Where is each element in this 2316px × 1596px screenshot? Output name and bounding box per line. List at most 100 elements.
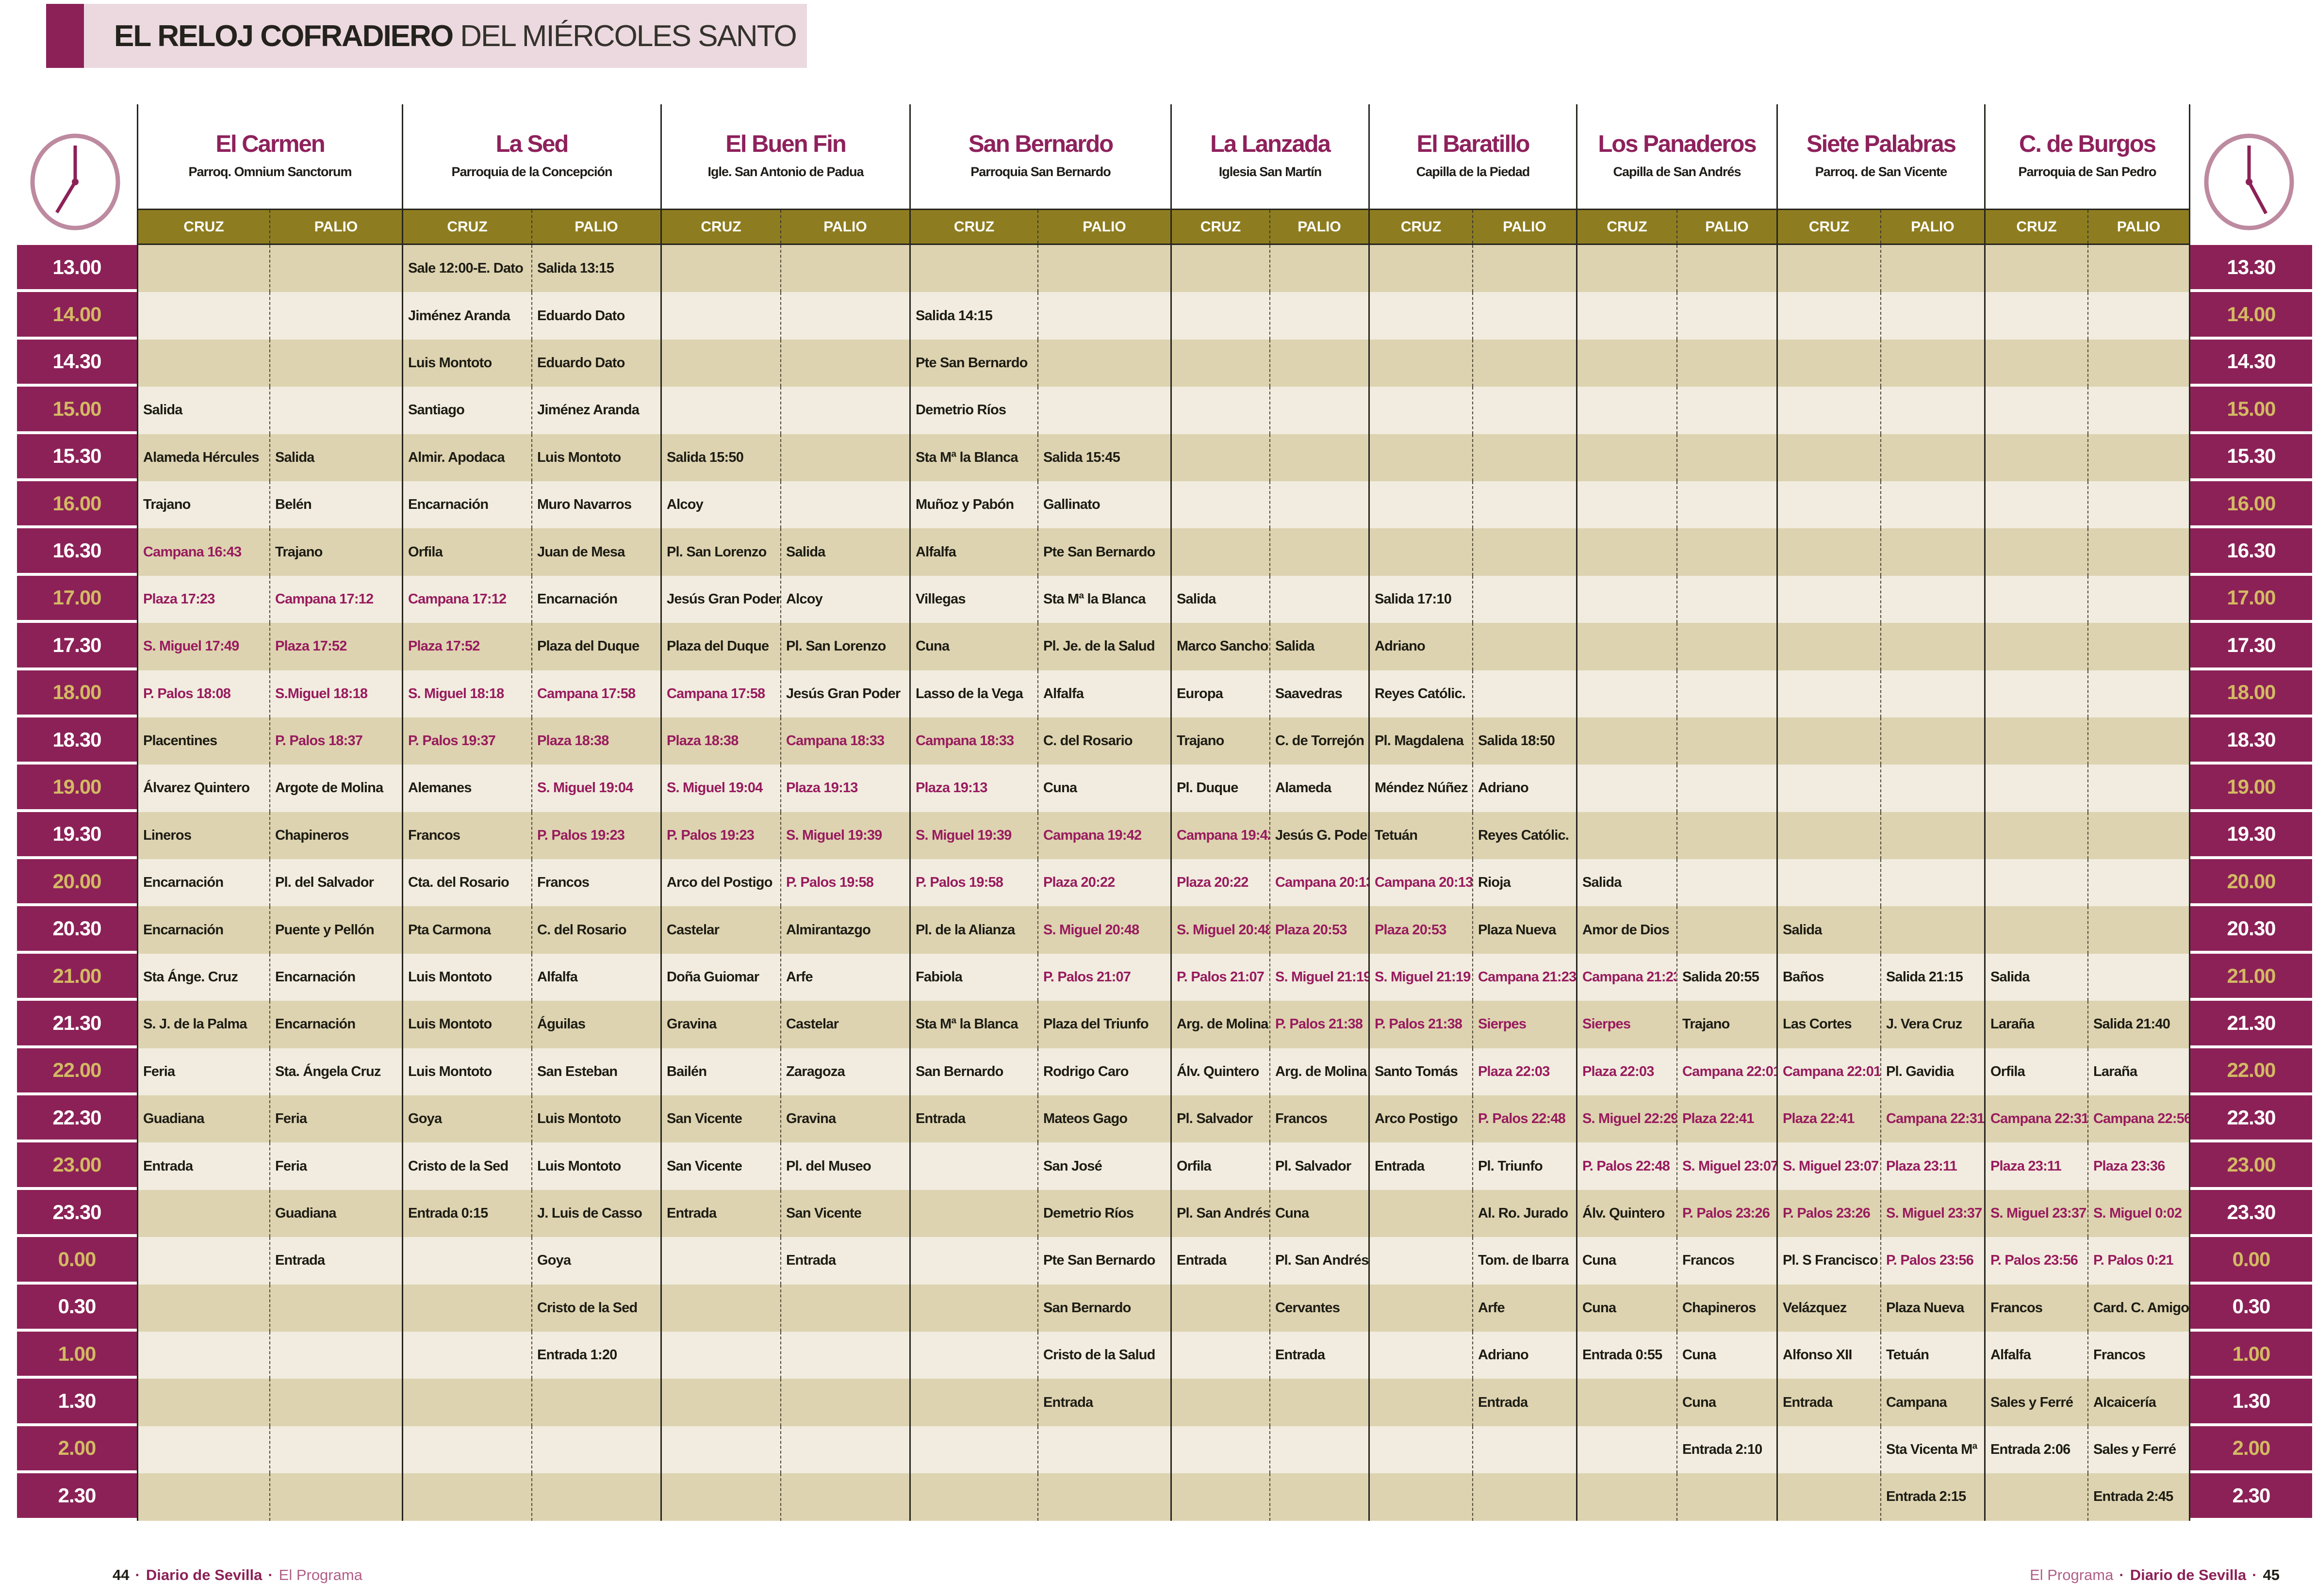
cofradia-name: El Carmen [215,131,325,157]
schedule-cell [1269,434,1368,481]
footer-right-page-number: 45 [2263,1566,2280,1583]
schedule-cell: Plaza del Triunfo [1037,1001,1170,1048]
schedule-cell: Salida 17:10 [1368,575,1472,623]
schedule-cell [1368,1473,1472,1521]
schedule-cell: San Bernardo [1037,1284,1170,1332]
schedule-cell [1576,623,1676,670]
schedule-cell [1776,245,1880,293]
schedule-cell: Arco Postigo [1368,1095,1472,1143]
schedule-cell: San Vicente [660,1095,780,1143]
schedule-cell: Plaza 23:11 [1880,1142,1984,1190]
schedule-cell [1984,859,2087,907]
schedule-cell [2087,292,2190,340]
schedule-cell [1676,528,1776,576]
schedule-cell: Arco del Postigo [660,859,780,907]
cofradia-parish: Parroq. Omnium Sanctorum [188,164,352,179]
schedule-cell: Tetuán [1880,1331,1984,1379]
schedule-cell: Entrada [137,1142,269,1190]
schedule-cell: Pl. Salvador [1170,1095,1269,1143]
schedule-cell [1170,434,1269,481]
schedule-cell [1472,292,1576,340]
schedule-cell: Alameda [1269,765,1368,812]
schedule-cell [1776,859,1880,907]
schedule-cell [1776,1473,1880,1521]
track-label-palio: PALIO [269,210,402,244]
schedule-cell: P. Palos 21:07 [1170,953,1269,1001]
schedule-cell [1676,765,1776,812]
schedule-cell: Juan de Mesa [531,528,660,576]
schedule-cell [1170,1473,1269,1521]
schedule-cell [1037,1426,1170,1474]
time-label-right: 19.30 [2190,812,2312,860]
schedule-cell: C. del Rosario [531,906,660,954]
schedule-cell: S. Miguel 23:37 [1880,1189,1984,1238]
time-label-left: 21.30 [17,1001,137,1048]
time-label-right: 1.30 [2190,1379,2312,1426]
page-title-bold: EL RELOJ COFRADIERO [114,19,454,53]
schedule-cell: Santo Tomás [1368,1048,1472,1096]
schedule-cell [1472,670,1576,717]
schedule-cell [137,245,269,293]
schedule-cell [1576,434,1676,481]
track-label-cruz: CRUZ [660,210,780,244]
time-label-left: 14.00 [17,292,137,340]
footer-section: El Programa [279,1566,362,1583]
schedule-cell [660,1473,780,1521]
schedule-cell: Doña Guiomar [660,953,780,1001]
schedule-cell: Plaza 17:23 [137,575,269,623]
schedule-cell: Entrada [660,1189,780,1238]
schedule-cell: Plaza 20:22 [1170,859,1269,907]
schedule-cell: Francos [2087,1331,2190,1379]
cofradia-header: Siete Palabras Parroq. de San Vicente [1776,104,1984,209]
schedule-cell [1676,575,1776,623]
schedule-cell [1576,339,1676,387]
time-label-left: 22.00 [17,1048,137,1096]
schedule-cell: Almirantazgo [780,906,909,954]
schedule-cell: Jesús G. Poder [1269,812,1368,860]
schedule-cell [1368,245,1472,293]
schedule-cell: Entrada [1269,1331,1368,1379]
cofradia-headers: El Carmen Parroq. Omnium Sanctorum La Sed P… [137,104,2190,209]
schedule-cell [1576,481,1676,529]
schedule-cell: Saavedras [1269,670,1368,717]
cofradia-header: La Sed Parroquia de la Concepción [402,104,660,209]
schedule-cell [1984,292,2087,340]
schedule-cell [780,1379,909,1426]
schedule-cell: S. Miguel 21:19 [1269,953,1368,1001]
time-label-left: 22.30 [17,1095,137,1143]
time-label-right: 17.00 [2190,575,2312,623]
time-label-left: 1.00 [17,1331,137,1379]
schedule-cell: J. Luis de Casso [531,1189,660,1238]
schedule-cell [137,1331,269,1379]
time-label-right: 14.30 [2190,339,2312,387]
schedule-cell: Plaza 20:53 [1368,906,1472,954]
track-label-palio: PALIO [1880,210,1984,244]
schedule-cell: Goya [402,1095,531,1143]
schedule-cell: Sta Mª la Blanca [1037,575,1170,623]
track-label-palio: PALIO [1037,210,1170,244]
schedule-cell [1368,528,1472,576]
schedule-cell: Lineros [137,812,269,860]
schedule-cell [1576,1473,1676,1521]
schedule-cell: Trajano [1676,1001,1776,1048]
schedule-cell [1037,245,1170,293]
schedule-cell: S. Miguel 21:19 [1368,953,1472,1001]
time-label-left: 23.00 [17,1142,137,1190]
schedule-cell: Jiménez Aranda [531,387,660,434]
schedule-cell [1368,339,1472,387]
schedule-cell [1368,434,1472,481]
schedule-cell [1472,339,1576,387]
schedule-cell: Campana 20:13 [1269,859,1368,907]
schedule-cell: S. J. de la Palma [137,1001,269,1048]
schedule-cell: Gravina [780,1095,909,1143]
schedule-cell: Campana 21:23 [1472,953,1576,1001]
schedule-cell [1880,339,1984,387]
schedule-cell [269,1426,402,1474]
schedule-cell [1676,812,1776,860]
schedule-cell: Entrada 2:45 [2087,1473,2190,1521]
schedule-cell: Francos [1269,1095,1368,1143]
schedule-cell: Feria [137,1048,269,1096]
schedule-cell [660,1426,780,1474]
schedule-cell: Zaragoza [780,1048,909,1096]
schedule-cell [660,1331,780,1379]
